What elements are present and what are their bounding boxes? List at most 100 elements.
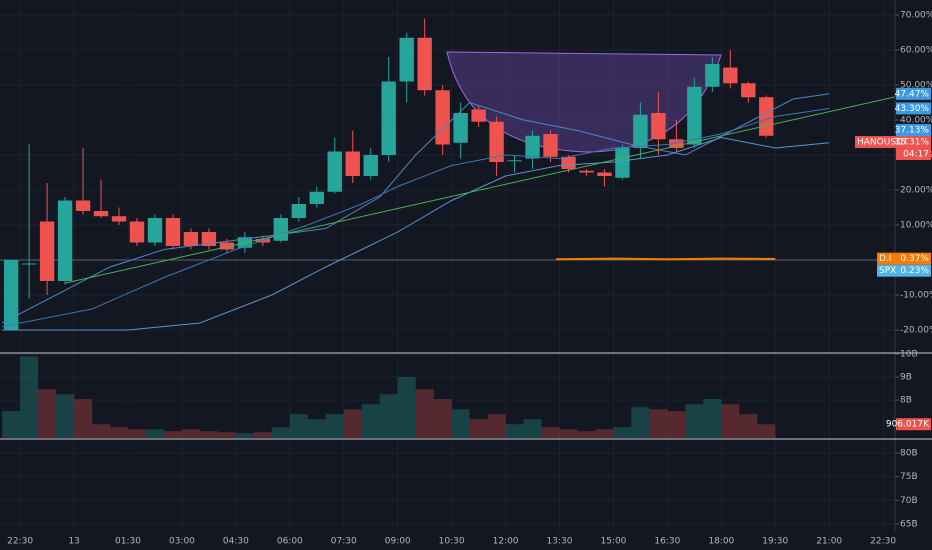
volume-bar [56, 394, 75, 438]
candle-body [417, 37, 432, 91]
volume-bar [577, 431, 596, 438]
candle-body [741, 83, 756, 98]
indicator-line [2, 136, 830, 331]
volume-bar [235, 433, 254, 438]
candle-body [129, 221, 145, 243]
price-badge [896, 102, 931, 115]
badge-label: 35.31% [895, 138, 930, 148]
price-badge [896, 124, 931, 137]
candle-body [723, 67, 738, 84]
volume-bar [181, 429, 200, 438]
volume-bar [145, 429, 164, 438]
volume-bar [487, 414, 506, 438]
x-tick-label: 15:00 [600, 537, 626, 547]
y-tick-label: 60.00% [900, 46, 932, 56]
volume-bar [271, 427, 290, 438]
y-tick-label: 20.00% [900, 185, 932, 195]
candle-body [21, 263, 37, 265]
candle-body [543, 134, 558, 157]
candle-body [759, 97, 774, 136]
badge-label: 47.47% [895, 89, 930, 99]
candle-body [147, 217, 163, 243]
candle-body [651, 113, 666, 140]
volume-bar [199, 431, 218, 438]
x-tick-label: 16:30 [654, 537, 680, 547]
volume-bar [379, 394, 398, 438]
candle-body [345, 151, 360, 176]
volume-bar [523, 419, 542, 438]
candle-body [327, 151, 342, 192]
candle-body [381, 81, 396, 156]
y-tick-label: 75B [900, 472, 918, 482]
candle-body [57, 200, 73, 281]
candle-body [687, 86, 702, 145]
x-tick-label: 12:00 [493, 537, 519, 547]
volume-bar [559, 429, 578, 438]
y-tick-label: 70B [900, 496, 918, 506]
candle-body [165, 217, 181, 246]
volume-bar [361, 404, 380, 438]
candle-body [75, 200, 91, 211]
x-tick-label: 09:00 [385, 537, 411, 547]
volume-bar [20, 356, 39, 438]
y-tick-label: -10.00% [900, 290, 932, 300]
x-tick-label: 10:30 [439, 537, 465, 547]
indicator-line [64, 96, 896, 284]
candle-body [183, 231, 199, 246]
candle-body [453, 113, 468, 143]
x-tick-label: 22:30 [7, 537, 33, 547]
candle-body [615, 148, 630, 178]
volume-bar [2, 411, 21, 438]
y-tick-label: 65B [900, 520, 918, 530]
volume-bar [721, 404, 740, 438]
y-tick-label: 50.00% [900, 81, 932, 91]
volume-bar [217, 432, 236, 438]
y-tick-label: 80B [900, 449, 918, 459]
badge-label: 43.30% [895, 104, 930, 114]
x-tick-label: 07:30 [331, 537, 357, 547]
candle-body [291, 203, 307, 218]
volume-bar [307, 419, 326, 438]
candle-body [597, 172, 612, 176]
price-badge [855, 136, 931, 149]
badge-name: HANOUSDT [857, 138, 909, 148]
volume-bar [433, 399, 452, 438]
candle-body [93, 210, 109, 217]
y-tick-label: 70.00% [900, 11, 932, 21]
candle-body [399, 37, 414, 82]
candle-body [579, 170, 594, 173]
candle-body [507, 160, 522, 162]
badge-name: D.I [879, 254, 891, 264]
volume-bar [595, 429, 614, 438]
volume-bar [92, 424, 111, 438]
candle-body [111, 216, 127, 222]
volume-bar [649, 409, 668, 438]
price-badge [877, 252, 931, 265]
candle-body [561, 156, 576, 170]
y-tick-label: 10B [900, 350, 918, 360]
price-badge [877, 264, 931, 277]
volume-label: 906.017K [886, 420, 930, 430]
indicator-line [555, 257, 776, 261]
x-tick-label: 18:00 [708, 537, 734, 547]
countdown: 04:17 [903, 150, 929, 160]
y-tick-label: 10.00% [900, 220, 932, 230]
badge-label: 37.13% [895, 126, 930, 136]
volume-bar [667, 411, 686, 438]
x-tick-label: 03:00 [169, 537, 195, 547]
candle-body [273, 217, 289, 241]
volume-bar [415, 389, 434, 438]
x-tick-label: 13 [68, 537, 79, 547]
volume-bar [128, 429, 146, 438]
volume-bar [541, 427, 560, 438]
volume-bar [163, 431, 182, 438]
x-tick-label: 01:30 [115, 537, 141, 547]
y-tick-label: 40.00% [900, 116, 932, 126]
volume-badge [896, 418, 931, 431]
volume-bar [289, 414, 308, 438]
candle-body [633, 114, 648, 149]
candle-body [39, 221, 55, 281]
y-tick-label: -20.00% [900, 325, 932, 335]
badge-label: 0.37% [900, 254, 929, 264]
